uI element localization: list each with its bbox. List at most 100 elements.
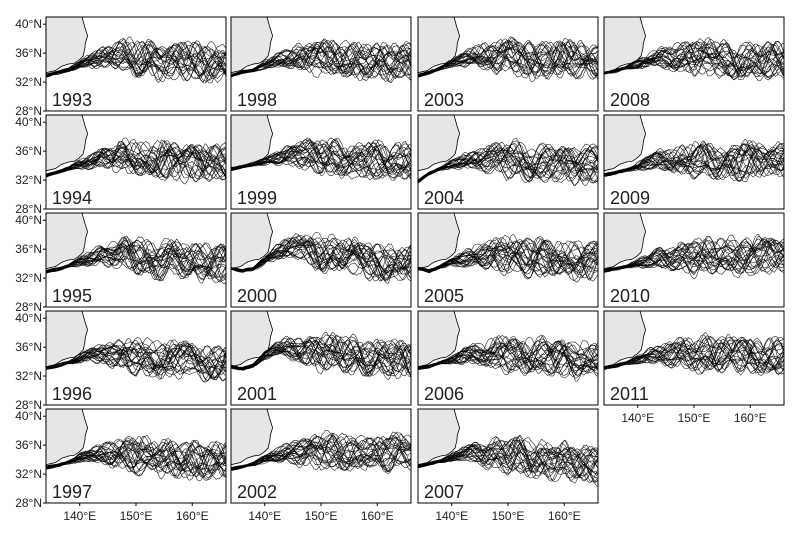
path-line [231, 238, 411, 276]
path-line [418, 341, 598, 379]
y-tick-label: 40°N [15, 17, 42, 31]
path-line [231, 43, 411, 79]
path-line [46, 146, 226, 180]
path-line [46, 140, 226, 179]
path-line [46, 443, 226, 478]
path-line [46, 146, 226, 175]
panel-2011: 2011 140°E 150°E 160°E [603, 310, 785, 425]
path-line [604, 339, 784, 373]
path-line [604, 237, 784, 271]
path-line [46, 441, 226, 477]
path-line [604, 238, 784, 273]
path-line [418, 41, 598, 77]
path-line [604, 339, 784, 370]
path-line [231, 436, 411, 470]
land-mass-2003 [418, 17, 461, 79]
path-line [604, 240, 784, 278]
x-tick-label: 140°E [435, 509, 468, 523]
land-mass-1995 [46, 213, 89, 275]
year-label: 2004 [424, 188, 464, 208]
land-mass-1997 [46, 409, 89, 471]
y-tick-label: 36°N [15, 144, 42, 158]
path-line [231, 42, 411, 78]
path-line [46, 142, 226, 177]
panel-2003: 2003 [417, 16, 599, 112]
panel-1996: 1996 28°N 32°N 36°N 40°N [15, 310, 227, 412]
path-line [418, 436, 598, 481]
path-line [231, 340, 411, 376]
path-line [46, 143, 226, 182]
y-tick-label: 28°N [15, 104, 42, 118]
path-line [418, 145, 598, 184]
y-tick-label: 28°N [15, 202, 42, 216]
land-mass-2011 [604, 311, 647, 373]
panel-frame [603, 212, 785, 308]
path-line [418, 335, 598, 382]
path-line [231, 139, 411, 176]
path-line [418, 336, 598, 374]
path-line [231, 42, 411, 82]
panel-2002: 2002 140°E 150°E 160°E [230, 408, 412, 523]
path-line [46, 242, 226, 283]
path-line [231, 436, 411, 471]
panel-2004: 2004 [417, 114, 599, 210]
path-line [418, 237, 598, 277]
panel-frame [230, 16, 412, 112]
path-line [46, 438, 226, 471]
y-tick-label: 40°N [15, 115, 42, 129]
y-tick-label: 40°N [15, 409, 42, 423]
path-line [418, 237, 598, 278]
land-mass-2005 [418, 213, 461, 275]
path-line [46, 347, 226, 376]
path-line [418, 37, 598, 79]
land-mass-2001 [231, 311, 274, 373]
path-line [418, 335, 598, 377]
path-line [231, 237, 411, 274]
path-line [46, 245, 226, 279]
land-mass-1994 [46, 115, 89, 177]
land-mass-2009 [604, 115, 647, 177]
path-line [604, 336, 784, 374]
path-line [604, 143, 784, 180]
path-line [46, 343, 226, 377]
path-line [231, 46, 411, 77]
panel-2000: 2000 [230, 212, 412, 308]
panel-1997: 1997 28°N 32°N 36°N 40°N 140°E 150°E 160°E [15, 408, 227, 523]
year-label: 2001 [237, 384, 277, 404]
path-line [604, 144, 784, 176]
year-label: 2003 [424, 90, 464, 110]
land-mass-2002 [231, 409, 274, 471]
y-tick-label: 32°N [15, 173, 42, 187]
x-tick-label: 160°E [176, 509, 209, 523]
year-label: 2005 [424, 286, 464, 306]
panel-1999: 1999 [230, 114, 412, 210]
year-label: 1996 [52, 384, 92, 404]
y-tick-label: 36°N [15, 46, 42, 60]
path-line [418, 338, 598, 374]
path-line [418, 141, 598, 184]
path-line [418, 239, 598, 280]
panel-frame [603, 114, 785, 210]
path-line [418, 41, 598, 79]
path-line [418, 146, 598, 184]
path-line [604, 340, 784, 370]
path-line [604, 340, 784, 371]
path-line [418, 235, 598, 283]
path-line [418, 435, 598, 477]
year-label: 2008 [610, 90, 650, 110]
year-label: 2007 [424, 482, 464, 502]
path-line [46, 41, 226, 80]
panel-frame [45, 310, 227, 406]
path-line [418, 45, 598, 80]
panel-frame [230, 114, 412, 210]
panel-2007: 2007 140°E 150°E 160°E [417, 408, 599, 523]
path-line [604, 140, 784, 179]
year-label: 1999 [237, 188, 277, 208]
y-tick-label: 32°N [15, 369, 42, 383]
x-tick-label: 150°E [492, 509, 525, 523]
path-line [604, 41, 784, 74]
x-tick-label: 160°E [734, 411, 767, 425]
land-mass-2010 [604, 213, 647, 275]
path-line [46, 441, 226, 477]
path-line [604, 339, 784, 373]
